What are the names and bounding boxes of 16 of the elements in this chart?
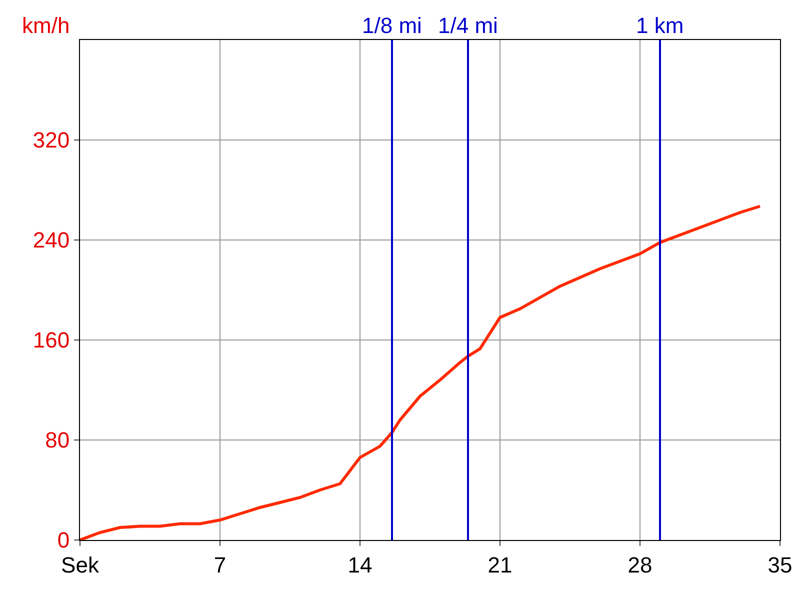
y-tick-label: 0 — [57, 528, 70, 553]
x-tick-label: Sek — [61, 552, 100, 578]
x-tick-label: 14 — [348, 552, 372, 578]
y-tick-label: 240 — [32, 228, 70, 253]
x-tick-label: 7 — [214, 552, 226, 578]
y-tick-label: 80 — [45, 428, 70, 453]
y-tick-label: 320 — [32, 128, 70, 153]
y-tick-label: 160 — [32, 328, 70, 353]
ref-line-label: 1/8 mi — [362, 13, 422, 38]
x-tick-label: 21 — [488, 552, 512, 578]
y-axis-title: km/h — [22, 13, 70, 38]
line-series — [80, 204, 762, 540]
ref-line-label: 1/4 mi — [438, 13, 498, 38]
ref-line-label: 1 km — [636, 13, 684, 38]
x-tick-label: 28 — [628, 552, 652, 578]
x-tick-label: 35 — [768, 552, 792, 578]
